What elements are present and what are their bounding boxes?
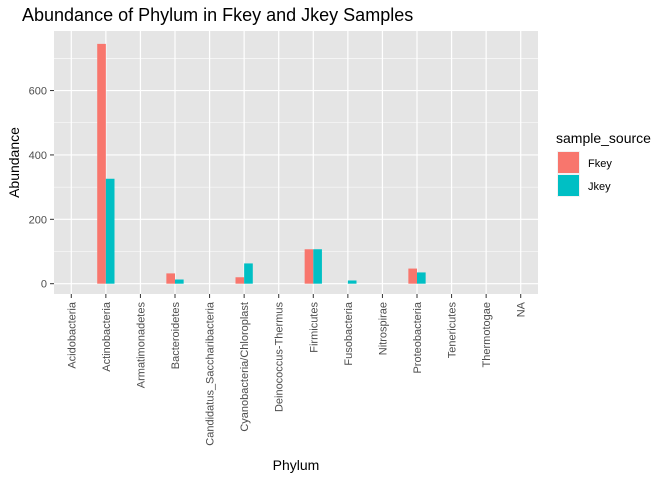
x-tick-label: Nitrospirae xyxy=(377,302,389,355)
y-axis-title: Abundance xyxy=(6,127,22,198)
x-tick-label: Thermotogae xyxy=(481,302,493,367)
x-tick-label: Fusobacteria xyxy=(343,301,355,365)
x-tick-label: Bacteroidetes xyxy=(170,302,182,370)
bar-fkey xyxy=(304,249,314,284)
y-tick-label: 400 xyxy=(29,150,47,162)
x-tick-label: Candidatus_Saccharibacteria xyxy=(205,301,217,446)
bar-jkey xyxy=(105,178,115,284)
x-axis-title: Phylum xyxy=(273,457,320,473)
bar-jkey xyxy=(417,272,426,284)
bar-jkey xyxy=(347,280,357,284)
y-tick-label: 200 xyxy=(29,214,47,226)
legend: sample_source Fkey Jkey xyxy=(556,130,651,197)
chart-title: Abundance of Phylum in Fkey and Jkey Sam… xyxy=(22,5,413,25)
grid-lines xyxy=(54,31,538,294)
legend-title: sample_source xyxy=(556,130,651,146)
x-tick-label: Tenericutes xyxy=(447,302,459,359)
legend-label-jkey: Jkey xyxy=(588,181,611,193)
legend-key-jkey xyxy=(558,175,579,196)
bar-fkey xyxy=(166,273,175,284)
x-tick-label: Proteobacteria xyxy=(412,301,424,373)
legend-label-fkey: Fkey xyxy=(588,158,612,170)
x-tick-label: Cyanobacteria/Chloroplast xyxy=(239,302,251,432)
y-axis: 0 200 400 600 xyxy=(29,86,54,291)
x-tick-label: Deinococcus-Thermus xyxy=(274,302,286,413)
x-tick-label: Armatimonadetes xyxy=(135,302,147,389)
bar-fkey xyxy=(235,277,245,284)
plot-panel xyxy=(54,31,538,294)
bar-jkey xyxy=(313,249,322,284)
x-tick-label: Firmicutes xyxy=(308,302,320,353)
y-tick-label: 0 xyxy=(41,279,47,291)
bars xyxy=(97,43,426,284)
bar-jkey xyxy=(244,263,253,284)
x-tick-label: Acidobacteria xyxy=(66,301,78,369)
x-axis: Acidobacteria Actinobacteria Armatimonadet… xyxy=(66,294,528,446)
bar-fkey xyxy=(97,43,106,284)
x-tick-label: NA xyxy=(516,301,528,317)
x-tick-label: Actinobacteria xyxy=(101,301,113,372)
y-tick-label: 600 xyxy=(29,86,47,98)
legend-key-fkey xyxy=(558,152,579,173)
bar-fkey xyxy=(408,268,417,284)
bar-jkey xyxy=(175,279,184,284)
